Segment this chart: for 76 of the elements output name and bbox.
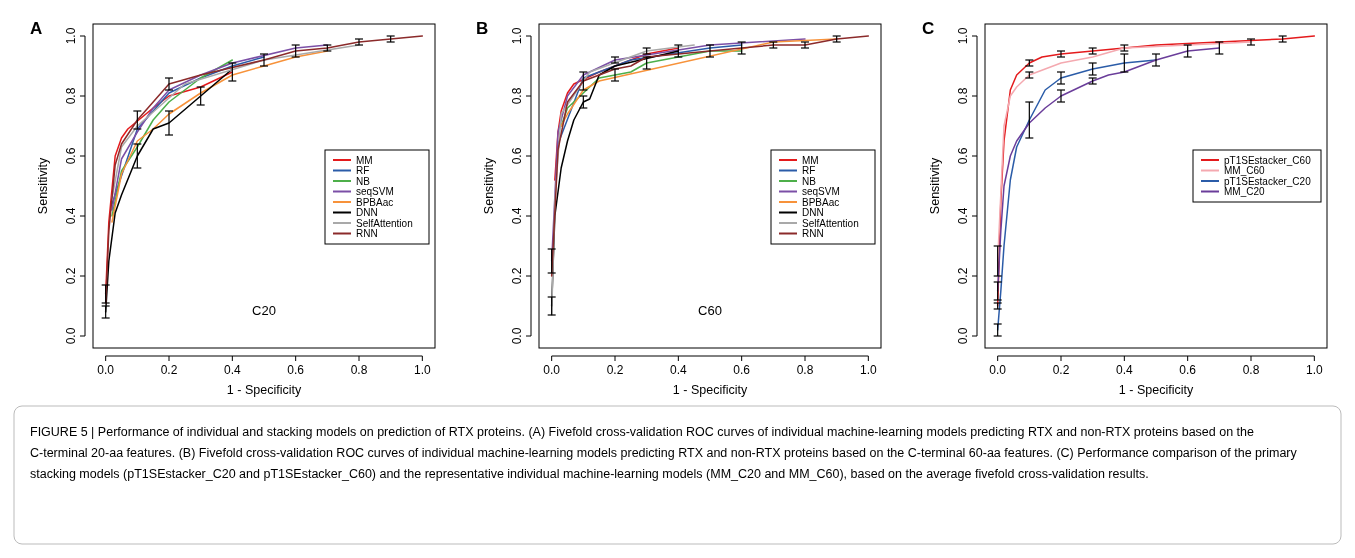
x-tick-label: 0.6: [733, 363, 751, 377]
y-tick-label: 0.0: [510, 327, 524, 345]
x-axis-title: 1 - Specificity: [226, 383, 302, 397]
x-tick-label: 0.2: [1052, 363, 1070, 377]
x-tick-label: 0.0: [543, 363, 561, 377]
y-tick-label: 0.6: [956, 147, 970, 165]
legend-label: RF: [802, 165, 816, 176]
x-tick-label: 0.4: [223, 363, 241, 377]
x-tick-label: 0.2: [606, 363, 624, 377]
legend-label: MM_C60: [1224, 165, 1265, 176]
line-series: [560, 38, 838, 127]
legend-label: NB: [802, 175, 817, 187]
line-series: [560, 50, 743, 127]
y-tick-label: 0.8: [956, 87, 970, 105]
y-tick-label: 0.4: [956, 207, 970, 225]
legend-label: NB: [356, 175, 371, 187]
line-series: [550, 35, 870, 277]
legend-label: MM: [802, 154, 819, 166]
y-axis-title: Sensitivity: [36, 157, 50, 215]
x-tick-label: 0.2: [160, 363, 178, 377]
legend-label: BPBAac: [802, 196, 840, 208]
x-axis-title: 1 - Specificity: [672, 383, 748, 397]
line-series: [111, 59, 234, 217]
x-tick-label: 0.4: [669, 363, 687, 377]
legend-label: DNN: [356, 207, 378, 218]
legend-label: BPBAac: [356, 196, 394, 208]
y-tick-label: 0.2: [64, 267, 78, 285]
line-series: [996, 47, 1221, 292]
legend-label: pT1SEstacker_C20: [1224, 175, 1312, 187]
x-tick-label: 0.6: [1179, 363, 1197, 377]
y-tick-label: 1.0: [956, 27, 970, 45]
legend-label: MM: [356, 154, 373, 166]
legend-label: SelfAttention: [356, 217, 413, 229]
line-series: [104, 35, 424, 304]
line-series: [111, 56, 265, 205]
x-axis-title: 1 - Specificity: [1118, 383, 1194, 397]
x-tick-label: 0.6: [287, 363, 305, 377]
y-axis-title: Sensitivity: [928, 157, 942, 215]
legend-label: SelfAttention: [802, 217, 859, 229]
x-tick-label: 0.8: [796, 363, 814, 377]
annotation: C60: [698, 303, 722, 318]
y-tick-label: 0.8: [510, 87, 524, 105]
chart-title: A: [30, 19, 43, 38]
legend-label: seqSVM: [356, 186, 394, 197]
x-tick-label: 1.0: [1305, 363, 1323, 377]
y-tick-label: 0.2: [510, 267, 524, 285]
chart-title: B: [476, 19, 489, 38]
legend-label: DNN: [802, 207, 824, 218]
y-tick-label: 0.0: [956, 327, 970, 345]
legend-label: MM_C20: [1224, 186, 1265, 197]
y-tick-label: 0.6: [64, 147, 78, 165]
y-tick-label: 0.4: [510, 207, 524, 225]
y-axis-title: Sensitivity: [482, 157, 496, 215]
chart-title: C: [922, 19, 935, 38]
y-tick-label: 1.0: [64, 27, 78, 45]
x-tick-label: 0.0: [97, 363, 115, 377]
y-tick-label: 0.0: [64, 327, 78, 345]
y-tick-label: 0.8: [64, 87, 78, 105]
x-tick-label: 1.0: [859, 363, 877, 377]
x-tick-label: 0.8: [350, 363, 368, 377]
line-series: [996, 59, 1157, 331]
legend-label: RNN: [356, 228, 378, 239]
x-tick-label: 0.8: [1242, 363, 1260, 377]
y-tick-label: 0.6: [510, 147, 524, 165]
x-tick-label: 1.0: [413, 363, 431, 377]
x-tick-label: 0.4: [1115, 363, 1133, 377]
x-tick-label: 0.0: [989, 363, 1007, 377]
legend-label: RF: [356, 165, 370, 176]
y-tick-label: 0.2: [956, 267, 970, 285]
legend-label: seqSVM: [802, 186, 840, 197]
y-tick-label: 1.0: [510, 27, 524, 45]
caption: FIGURE 5 | Performance of individual and stacking models on prediction of RTX proteins. (A) Fivefold cross-validation ROC curves of individual machine-learning models predicting RTX and non-RTX proteins based on the C-terminal 20-aa features. (B) Fivefold cross-validation ROC curves of individual machine-learning models predicting RTX and non-RTX proteins based on the C-terminal 60-aa features. (C) Performance comparison of the primary stacking models (pT1SEstacker_C20 and pT1SEstacker_C60) and the representative individual machine-learning models (MM_C20 and MM_C60), based on the average fivefold cross-validation results.: [30, 425, 1298, 481]
y-tick-label: 0.4: [64, 207, 78, 225]
annotation: C20: [252, 303, 276, 318]
legend-label: pT1SEstacker_C60: [1224, 154, 1312, 166]
legend-label: RNN: [802, 228, 824, 239]
